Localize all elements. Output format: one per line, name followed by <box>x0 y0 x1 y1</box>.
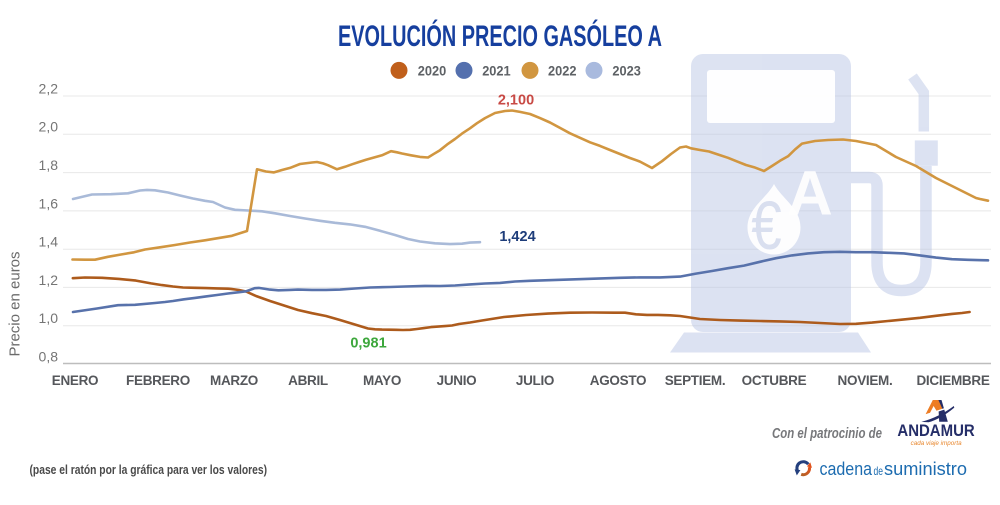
svg-text:1,0: 1,0 <box>39 310 59 326</box>
svg-text:A: A <box>787 159 833 229</box>
svg-text:0,8: 0,8 <box>39 348 59 364</box>
svg-text:EVOLUCIÓN PRECIO GASÓLEO A: EVOLUCIÓN PRECIO GASÓLEO A <box>338 19 662 53</box>
svg-text:OCTUBRE: OCTUBRE <box>742 373 807 388</box>
svg-text:2023: 2023 <box>612 63 641 79</box>
svg-text:(pase el ratón por la gráfica: (pase el ratón por la gráfica para ver l… <box>30 463 268 477</box>
svg-text:Con el patrocinio de: Con el patrocinio de <box>772 426 882 442</box>
svg-text:2,0: 2,0 <box>39 119 59 135</box>
svg-text:DICIEMBRE: DICIEMBRE <box>916 373 989 388</box>
svg-text:1,8: 1,8 <box>39 157 59 173</box>
svg-text:de: de <box>874 464 884 478</box>
svg-text:suministro: suministro <box>884 458 967 479</box>
svg-text:2021: 2021 <box>482 63 511 79</box>
svg-text:JUNIO: JUNIO <box>437 373 477 388</box>
svg-text:1,424: 1,424 <box>499 229 535 245</box>
svg-text:0,981: 0,981 <box>350 336 386 352</box>
svg-text:1,6: 1,6 <box>39 195 59 211</box>
svg-text:MAYO: MAYO <box>363 373 401 388</box>
svg-text:Precio en euros: Precio en euros <box>7 251 24 356</box>
svg-text:MARZO: MARZO <box>210 373 258 388</box>
svg-text:ABRIL: ABRIL <box>288 373 328 388</box>
svg-text:1,2: 1,2 <box>39 272 59 288</box>
svg-text:2022: 2022 <box>548 63 577 79</box>
svg-text:FEBRERO: FEBRERO <box>126 373 190 388</box>
svg-text:1,4: 1,4 <box>39 234 59 250</box>
svg-text:cada viaje importa: cada viaje importa <box>911 440 962 447</box>
svg-text:2,2: 2,2 <box>39 80 59 96</box>
svg-text:cadena: cadena <box>820 458 873 479</box>
svg-text:ANDAMUR: ANDAMUR <box>897 422 974 440</box>
svg-text:ENERO: ENERO <box>52 373 99 388</box>
svg-text:NOVIEM.: NOVIEM. <box>838 373 893 388</box>
svg-text:2020: 2020 <box>418 63 447 79</box>
svg-text:JULIO: JULIO <box>516 373 554 388</box>
svg-text:2,100: 2,100 <box>498 93 534 109</box>
svg-text:SEPTIEM.: SEPTIEM. <box>665 373 726 388</box>
svg-text:€: € <box>751 188 781 264</box>
svg-text:AGOSTO: AGOSTO <box>590 373 646 388</box>
